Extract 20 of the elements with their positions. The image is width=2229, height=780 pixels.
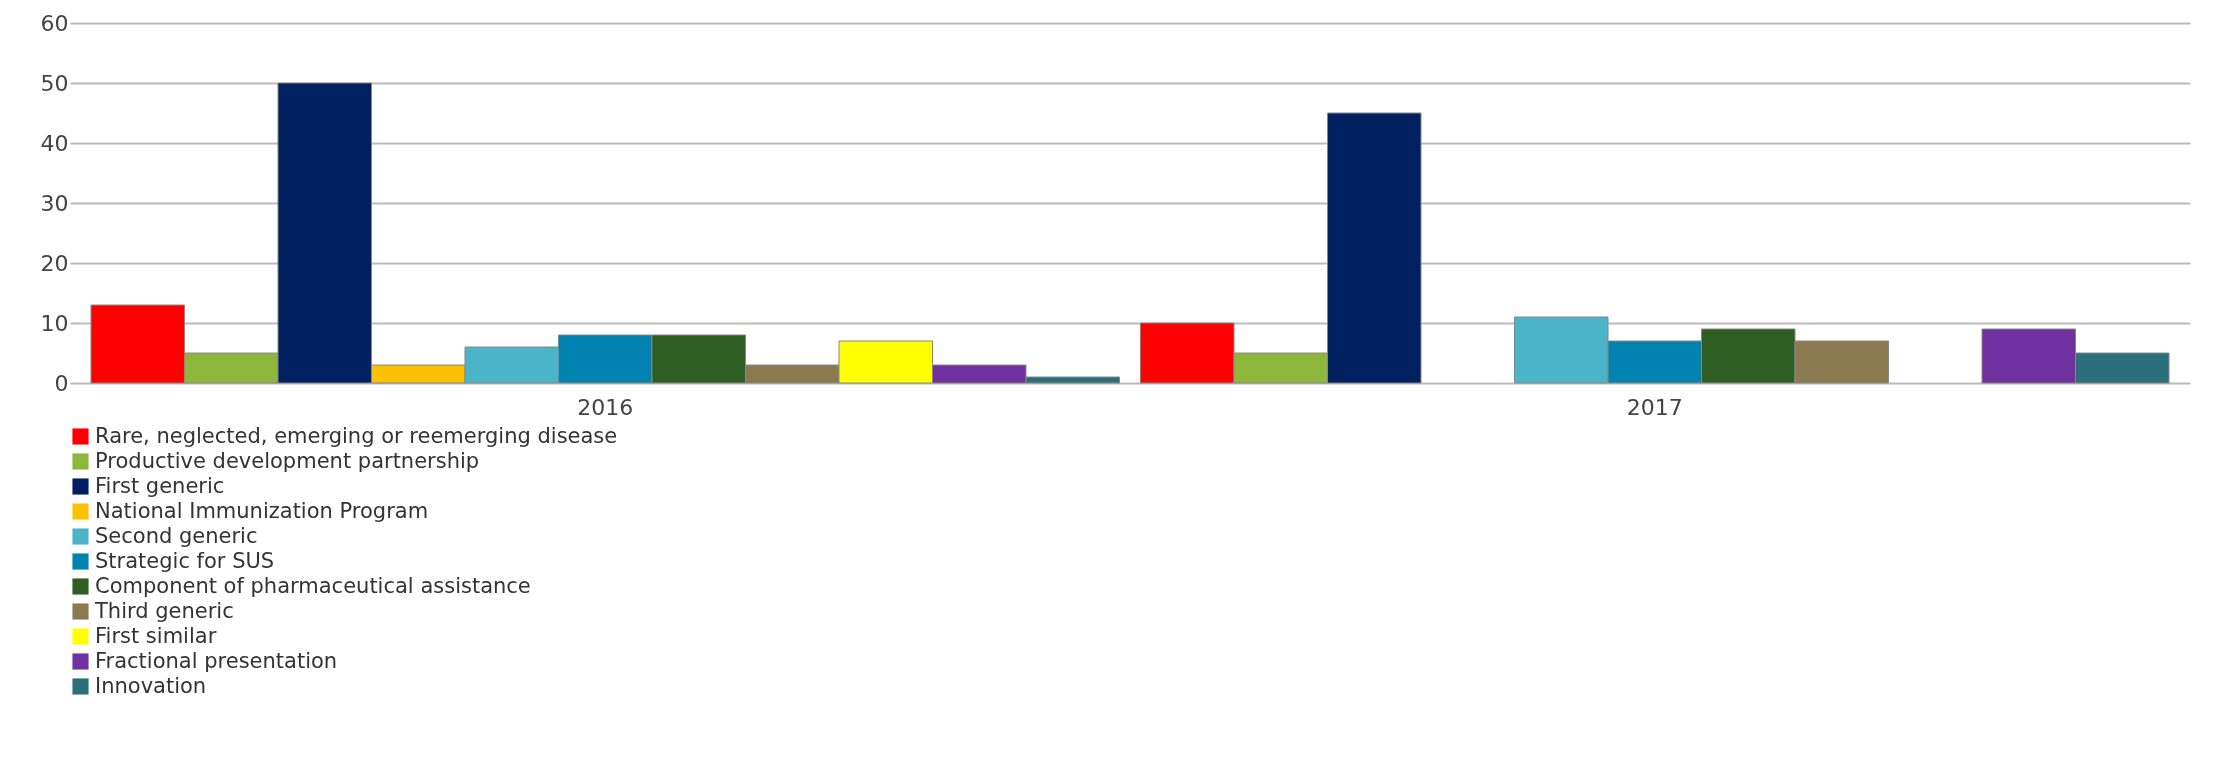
y-tick-label: 40 [40, 130, 69, 156]
y-tick-label: 0 [54, 370, 69, 396]
legend-label: Component of pharmaceutical assistance [95, 573, 531, 598]
y-tick-label: 50 [40, 70, 69, 96]
y-tick-label: 20 [40, 250, 69, 276]
legend-label: National Immunization Program [95, 498, 429, 523]
legend-label: Rare, neglected, emerging or reemerging disease [95, 423, 618, 448]
legend-label: First generic [95, 473, 225, 498]
legend-label: Second generic [95, 523, 258, 548]
legend-label: Strategic for SUS [95, 548, 275, 573]
legend-label: Innovation [95, 673, 207, 698]
x-tick-label: 2016 [577, 394, 634, 420]
y-tick-label: 10 [40, 310, 69, 336]
legend-label: Productive development partnership [95, 448, 480, 473]
y-tick-label: 60 [40, 10, 69, 36]
legend-label: Fractional presentation [95, 648, 338, 673]
x-tick-label: 2017 [1626, 394, 1683, 420]
legend-label: Third generic [94, 598, 234, 623]
y-tick-label: 30 [40, 190, 69, 216]
legend-label: First similar [95, 623, 217, 648]
